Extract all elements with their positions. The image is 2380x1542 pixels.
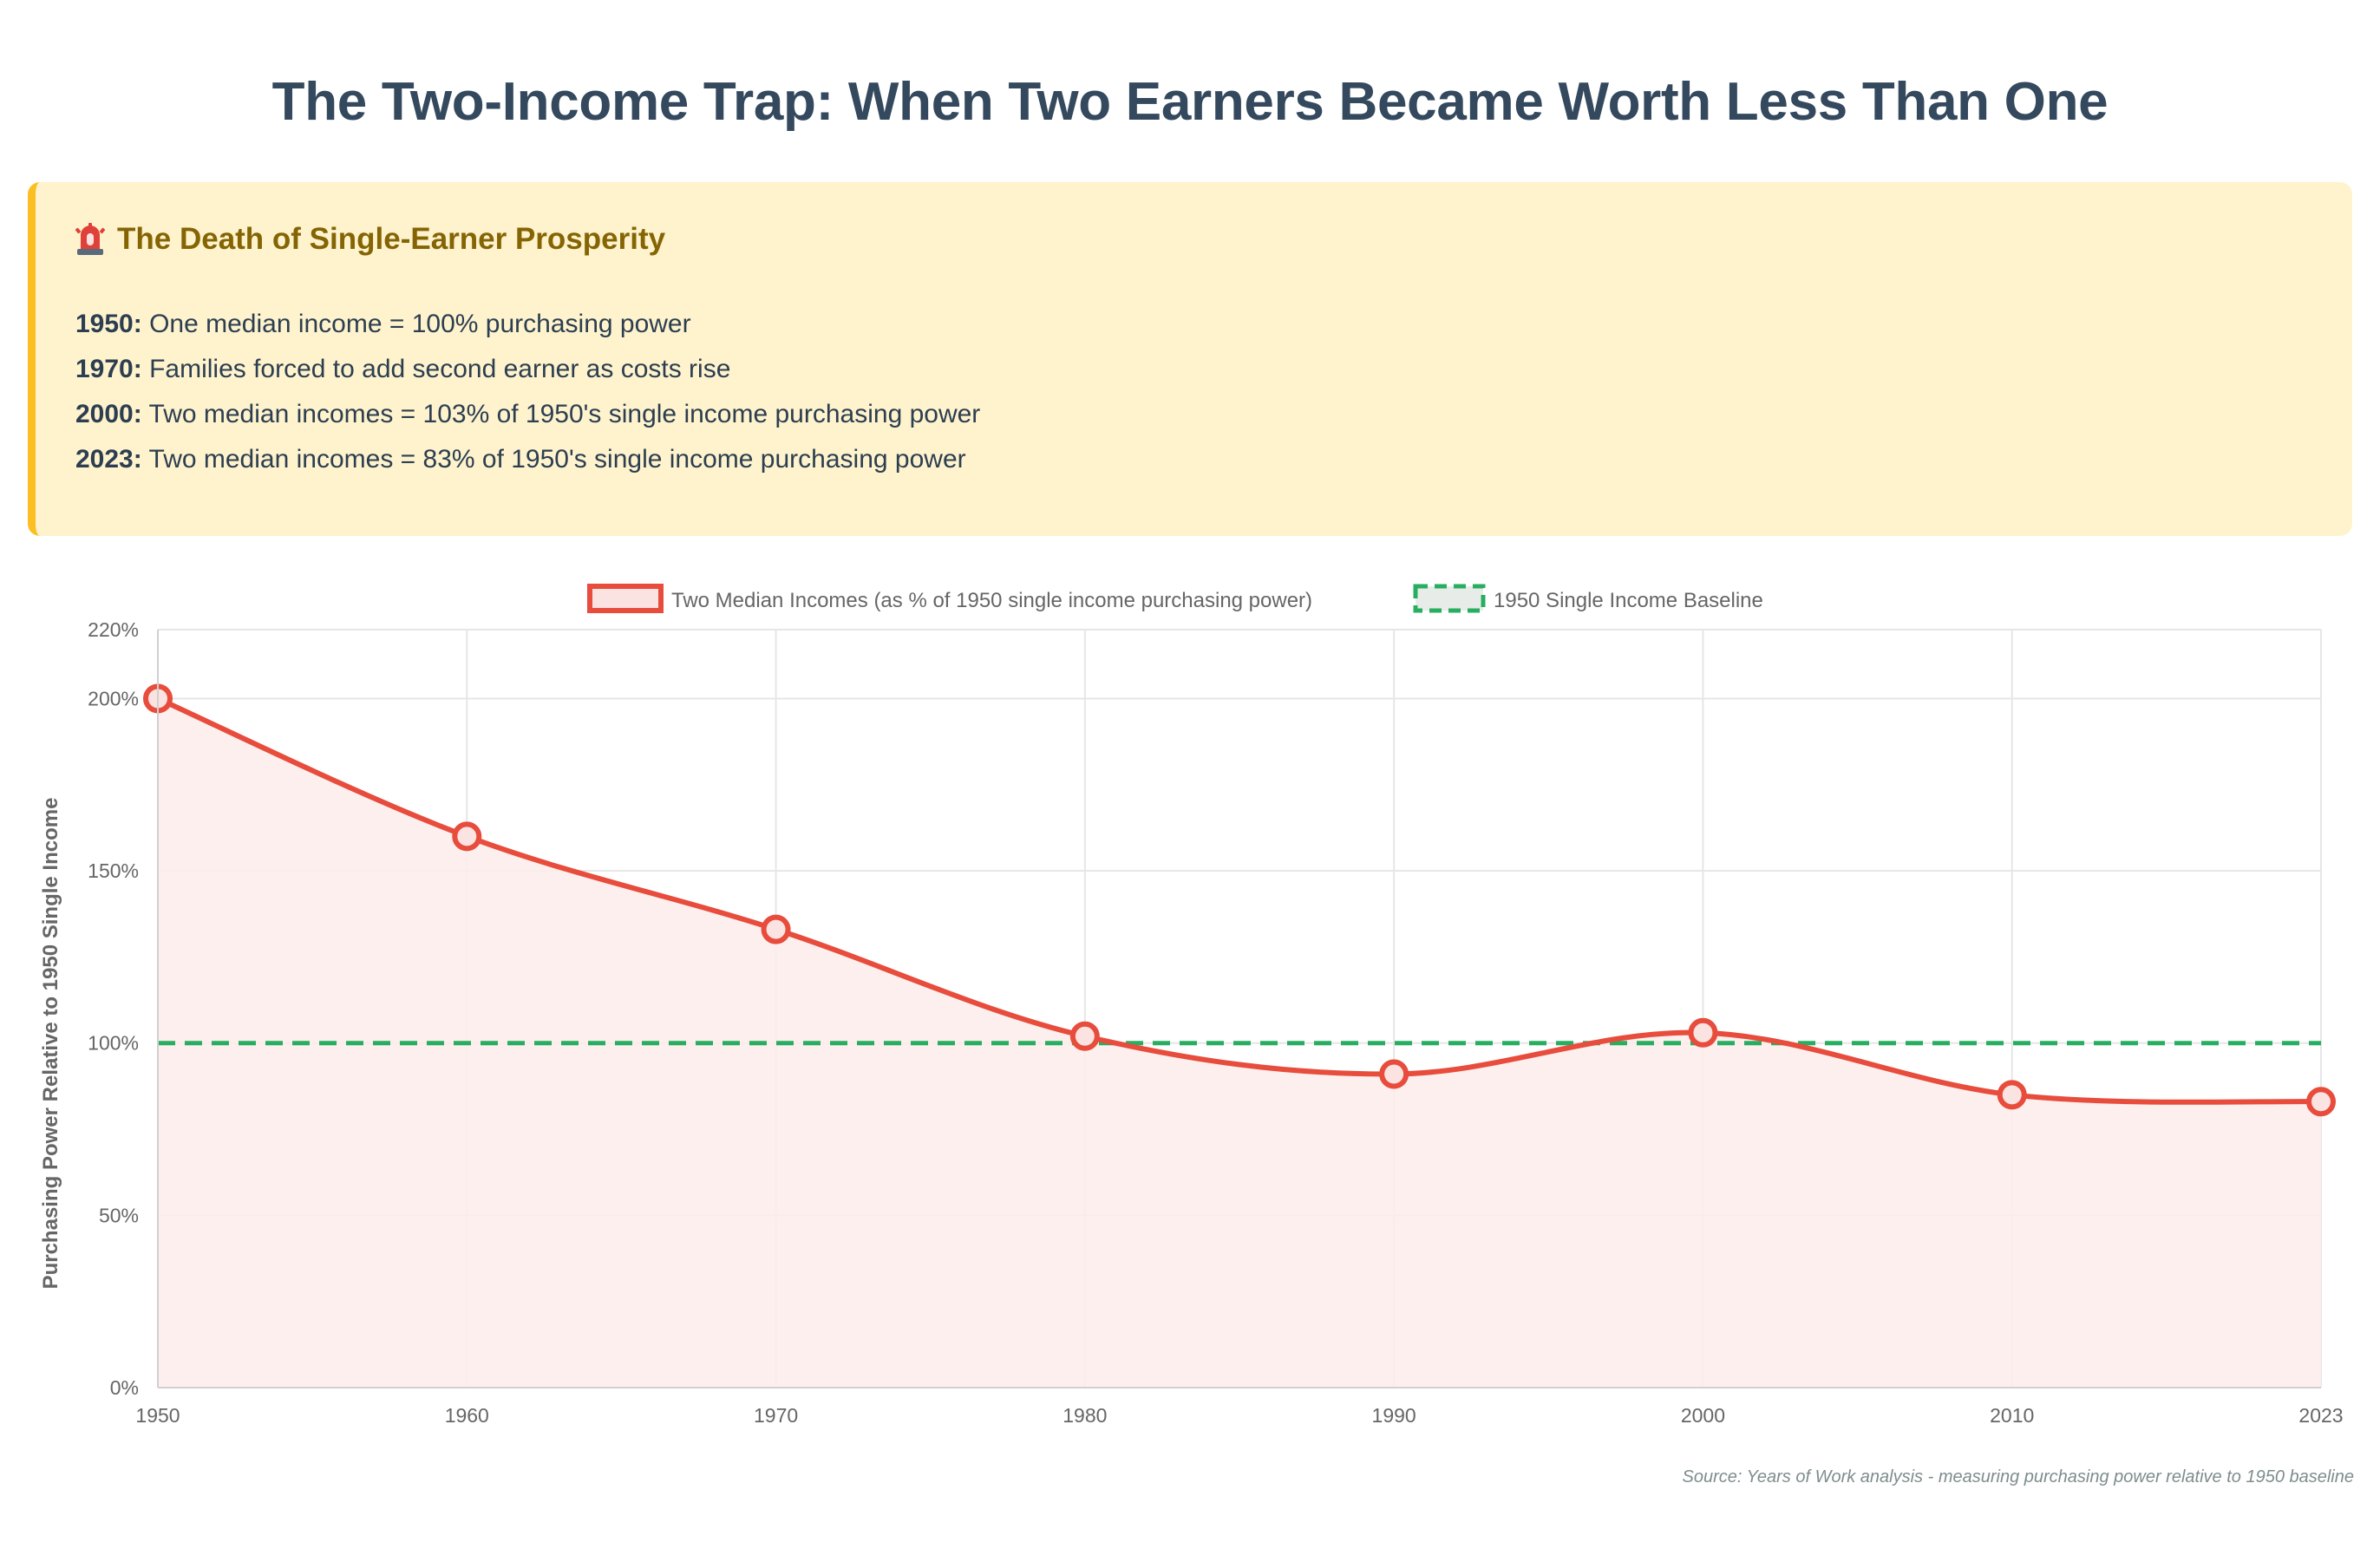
x-tick-label: 1970 (754, 1404, 798, 1427)
x-tick-label: 1990 (1372, 1404, 1416, 1427)
y-tick-label: 50% (99, 1204, 139, 1226)
data-point-1970 (761, 914, 791, 944)
x-tick-label: 1950 (135, 1404, 180, 1427)
series-area-fill (158, 698, 2321, 1388)
x-tick-label: 2010 (1990, 1404, 2034, 1427)
alert-heading-text: The Death of Single-Earner Prosperity (117, 222, 666, 256)
alert-line-2000: 2000: Two median incomes = 103% of 1950'… (75, 392, 980, 437)
y-tick-label: 200% (88, 687, 139, 709)
alert-heading: The Death of Single-Earner Prosperity (75, 222, 665, 257)
y-tick-label: 220% (88, 618, 139, 641)
x-tick-label: 1960 (445, 1404, 489, 1427)
chart-container: 0% 50% 100% 150% 200% 220% 1950 1960 1970 1980 199… (0, 572, 2380, 1492)
y-tick-label: 0% (110, 1376, 139, 1399)
page-title: The Two-Income Trap: When Two Earners Be… (271, 72, 2109, 132)
source-note: Source: Years of Work analysis - measuri… (1682, 1467, 2354, 1486)
x-tick-label: 2000 (1681, 1404, 1725, 1427)
alert-line-text: Two median incomes = 103% of 1950's sing… (141, 400, 981, 428)
alert-line-text: Families forced to add second earner as … (141, 355, 731, 383)
income-series-line (156, 696, 2322, 1105)
alert-line-year: 1950: (75, 310, 142, 338)
alert-line-1950: 1950: One median income = 100% purchasin… (75, 302, 980, 347)
alert-line-1970: 1970: Families forced to add second earn… (75, 347, 980, 392)
alert-line-text: Two median incomes = 83% of 1950's singl… (141, 445, 966, 474)
alert-line-2023: 2023: Two median incomes = 83% of 1950's… (75, 437, 980, 482)
data-point-2000 (1688, 1017, 1718, 1048)
y-axis-title: Purchasing Power Relative to 1950 Single… (39, 798, 62, 1290)
data-point-1990 (1379, 1059, 1409, 1089)
alert-line-year: 2000: (75, 400, 142, 428)
legend-label-baseline: 1950 Single Income Baseline (1494, 589, 1763, 612)
legend-swatch-baseline (1413, 584, 1486, 613)
siren-icon (75, 223, 106, 256)
alert-lines: 1950: One median income = 100% purchasin… (75, 302, 980, 482)
x-tick-label: 2023 (2298, 1404, 2343, 1427)
alert-line-year: 1970: (75, 355, 142, 383)
data-point-1980 (1069, 1021, 1100, 1051)
line-chart: 0% 50% 100% 150% 200% 220% 1950 1960 1970 1980 199… (39, 584, 2344, 1427)
alert-line-text: One median income = 100% purchasing powe… (141, 310, 691, 338)
data-point-2023 (2306, 1087, 2336, 1117)
x-tick-label: 1980 (1062, 1404, 1107, 1427)
alert-box: The Death of Single-Earner Prosperity 19… (28, 182, 2352, 536)
data-point-2010 (1997, 1080, 2027, 1110)
legend-label-income: Two Median Incomes (as % of 1950 single … (671, 589, 1312, 612)
alert-line-year: 2023: (75, 445, 142, 474)
y-tick-label: 150% (88, 859, 139, 882)
y-tick-label: 100% (88, 1032, 139, 1055)
data-point-1960 (452, 821, 482, 852)
legend-swatch-income (587, 584, 664, 613)
chart-legend: Two Median Incomes (as % of 1950 single … (587, 584, 1763, 613)
